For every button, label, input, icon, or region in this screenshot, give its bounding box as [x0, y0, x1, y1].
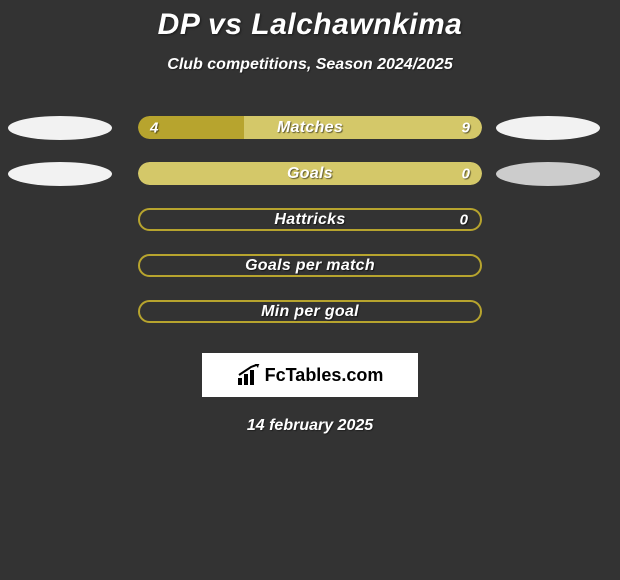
- bar-label: Matches: [138, 119, 482, 137]
- bar-track: Matches4 9: [138, 116, 482, 139]
- left-oval: [8, 162, 112, 186]
- stat-row: Matches4 9: [0, 116, 620, 139]
- bar-track: Goals per match: [138, 254, 482, 277]
- right-oval: [496, 162, 600, 186]
- bar-track: Min per goal: [138, 300, 482, 323]
- logo-box: FcTables.com: [202, 353, 418, 397]
- right-value: 0: [462, 165, 470, 182]
- right-value: 0: [460, 211, 468, 228]
- stat-row: Goals0: [0, 162, 620, 185]
- stat-row: Goals per match: [0, 254, 620, 277]
- right-value: 9: [462, 119, 470, 136]
- page-title: DP vs Lalchawnkima: [158, 8, 463, 42]
- logo-text: FcTables.com: [265, 365, 384, 386]
- bar-label: Hattricks: [140, 211, 480, 229]
- subtitle: Club competitions, Season 2024/2025: [167, 56, 452, 74]
- right-oval: [496, 116, 600, 140]
- date-text: 14 february 2025: [247, 417, 373, 435]
- left-oval: [8, 116, 112, 140]
- comparison-infographic: DP vs Lalchawnkima Club competitions, Se…: [0, 0, 620, 435]
- stat-row: Hattricks0: [0, 208, 620, 231]
- bar-label: Goals per match: [140, 257, 480, 275]
- bar-track: Goals0: [138, 162, 482, 185]
- left-value: 4: [150, 119, 158, 136]
- bar-label: Min per goal: [140, 303, 480, 321]
- stat-rows: Matches49Goals0Hattricks0Goals per match…: [0, 116, 620, 323]
- chart-icon: [237, 364, 261, 386]
- stat-row: Min per goal: [0, 300, 620, 323]
- bar-label: Goals: [138, 165, 482, 183]
- bar-track: Hattricks0: [138, 208, 482, 231]
